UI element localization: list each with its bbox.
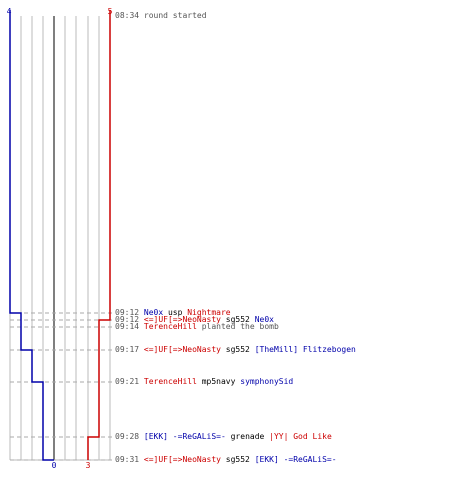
ct-player-name: [EKK] -=ReGALiS=-	[254, 455, 337, 464]
ct-player-name: Ne0x	[254, 315, 274, 324]
log-row: 09:31 <=]UF[=>NeoNasty sg552 [EKK] -=ReG…	[115, 455, 337, 464]
log-time: 09:31	[115, 455, 144, 464]
grid-lines	[9, 16, 111, 461]
event-message: round started	[143, 11, 207, 20]
log-row: 09:17 <=]UF[=>NeoNasty sg552 [TheMill] F…	[115, 345, 356, 354]
log-row: 09:28 [EKK] -=ReGALiS=- grenade |YY| God…	[115, 432, 332, 441]
t-series-line	[87, 10, 111, 460]
ct-player-name: symphonySid	[240, 377, 294, 386]
event-connector-lines	[10, 312, 114, 461]
weapon-name: sg552	[220, 315, 255, 324]
log-row: 09:12 <=]UF[=>NeoNasty sg552 Ne0x	[115, 315, 274, 324]
weapon-name: sg552	[220, 345, 255, 354]
log-time: 09:21	[115, 377, 144, 386]
log-time: 09:12	[115, 308, 144, 317]
t-player-name: TerenceHill	[143, 322, 197, 331]
ct-player-name: Ne0x	[143, 308, 164, 317]
t-start-count-label: 5	[108, 7, 113, 16]
log-time: 09:28	[115, 432, 144, 441]
t-player-name: TerenceHill	[143, 377, 197, 386]
log-time: 09:12	[115, 315, 144, 324]
t-player-name: Nightmare	[187, 308, 231, 317]
log-time: 09:14	[115, 322, 144, 331]
weapon-name: sg552	[220, 455, 255, 464]
t-player-name: |YY| God Like	[269, 432, 332, 441]
log-row: 09:12 Ne0x usp Nightmare	[115, 308, 231, 317]
log-row: 08:34 round started	[115, 11, 207, 20]
log-row: 09:14 TerenceHill planted the bomb	[115, 322, 279, 331]
ct-series-line	[9, 10, 54, 461]
ct-start-count-label: 4	[7, 7, 12, 16]
weapon-name: grenade	[225, 432, 270, 441]
team-count-lines	[9, 10, 111, 461]
ct-end-count-label: 0	[52, 461, 57, 470]
t-end-count-label: 3	[86, 461, 91, 470]
weapon-name: mp5navy	[196, 377, 241, 386]
weapon-name: usp	[163, 308, 188, 317]
log-time: 09:17	[115, 345, 144, 354]
event-message: planted the bomb	[196, 322, 279, 331]
t-player-name: <=]UF[=>NeoNasty	[143, 315, 221, 324]
log-row: 09:21 TerenceHill mp5navy symphonySid	[115, 377, 293, 386]
t-player-name: <=]UF[=>NeoNasty	[143, 345, 221, 354]
t-player-name: <=]UF[=>NeoNasty	[143, 455, 221, 464]
log-time: 08:34	[115, 11, 144, 20]
ct-player-name: [TheMill] Flitzebogen	[254, 345, 356, 354]
ct-player-name: [EKK] -=ReGALiS=-	[143, 432, 226, 441]
